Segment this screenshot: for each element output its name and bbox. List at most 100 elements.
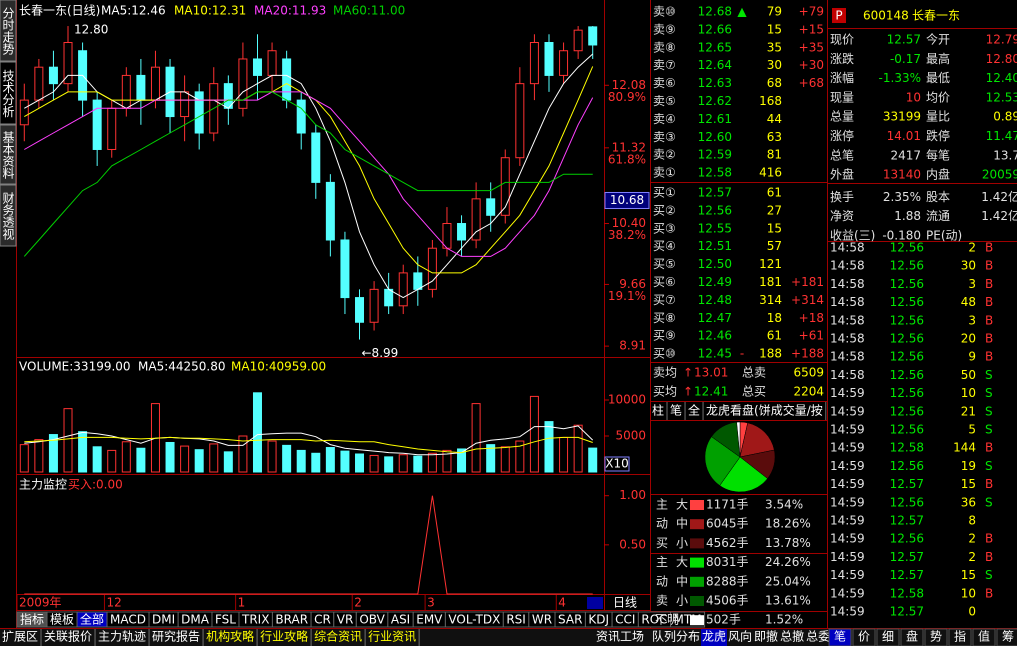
- cursor-price: 10.68: [610, 193, 644, 207]
- order-label: 卖②: [653, 148, 676, 162]
- order-volume: 30: [767, 58, 782, 72]
- side-tab[interactable]: [0, 0, 17, 62]
- bottom-tab-label: 势: [930, 630, 942, 644]
- order-price: 12.49: [698, 275, 732, 289]
- quote-label: 最高: [926, 51, 950, 66]
- pie-slice: [719, 456, 768, 493]
- bottom-tab-label: 值: [978, 629, 990, 644]
- side-tab[interactable]: [0, 124, 17, 185]
- order-price: 12.64: [698, 58, 732, 72]
- bottom-tab[interactable]: [651, 629, 702, 646]
- pie-percent: 13.78%: [765, 536, 811, 550]
- bottom-tab[interactable]: [972, 628, 996, 646]
- bottom-tab[interactable]: [701, 629, 728, 646]
- quote-label: 均价: [926, 90, 950, 104]
- volume-bar: [209, 443, 219, 473]
- order-change: +79: [799, 5, 824, 19]
- candle-body: [398, 272, 408, 307]
- monitor-legend: 买入:0.00: [68, 478, 123, 492]
- tick-side: B: [985, 241, 993, 255]
- candle-body: [427, 247, 437, 290]
- tick-side: B: [985, 441, 993, 455]
- tick-price: 12.57: [890, 550, 924, 564]
- candle-body: [238, 58, 248, 109]
- order-label: 卖⑥: [653, 76, 676, 90]
- candle-body: [325, 181, 335, 241]
- quote-label: 现价: [830, 33, 854, 47]
- tick-price: 12.56: [890, 423, 924, 437]
- tick-volume: 3: [968, 277, 976, 291]
- tick-volume: 50: [961, 368, 976, 382]
- candle-body: [369, 288, 379, 323]
- side-tab-label: 分时走势: [1, 7, 15, 55]
- bottom-tab[interactable]: [924, 628, 948, 646]
- volume-bar: [384, 456, 394, 473]
- footer-tab: 机构攻略: [206, 629, 254, 644]
- summary-total: 2204: [793, 385, 824, 399]
- candle-body: [544, 42, 554, 76]
- order-volume: 61: [767, 329, 782, 343]
- tick-price: 12.56: [890, 350, 924, 364]
- tick-side: S: [985, 568, 993, 582]
- volume-bar: [311, 452, 321, 473]
- tick-volume: 0: [968, 605, 976, 619]
- quote-value: 20059: [982, 168, 1017, 182]
- pie-group: 主: [656, 555, 668, 569]
- bottom-tab[interactable]: [948, 628, 972, 646]
- tick-time: 14:58: [830, 241, 865, 255]
- volume-bar: [78, 431, 88, 473]
- order-change: +30: [799, 58, 824, 72]
- bottom-tab[interactable]: [779, 629, 806, 646]
- index-tab-label: OBV: [359, 613, 385, 627]
- candle-body: [384, 288, 394, 307]
- order-flag: ▲: [737, 5, 747, 19]
- quote-label: 涨停: [830, 128, 854, 143]
- quote-label: 总笔: [830, 147, 854, 162]
- legend-entry: MA20:11.93: [254, 4, 326, 18]
- order-volume: 57: [767, 239, 782, 253]
- bottom-tab[interactable]: [727, 629, 754, 646]
- order-label: 买①: [653, 186, 676, 200]
- candle-body: [311, 132, 321, 183]
- x-tick-label: 1: [238, 596, 246, 610]
- quote-label: 最低: [926, 71, 950, 85]
- bottom-tab[interactable]: [828, 628, 852, 646]
- pie-volume: 1171手: [706, 498, 749, 512]
- volume-bar: [457, 448, 467, 473]
- pie-size: 中: [676, 573, 688, 588]
- y-tick-label: 10000: [608, 393, 646, 407]
- chart-title: 长春一东(日线): [19, 4, 100, 18]
- quote-label: 内盘: [926, 167, 950, 182]
- order-price: 12.59: [698, 148, 732, 162]
- tick-side: S: [985, 386, 993, 400]
- volume-bar: [325, 447, 335, 473]
- tick-volume: 20: [961, 332, 976, 346]
- quote-value: 0.89: [993, 110, 1017, 124]
- bottom-tab[interactable]: [852, 628, 876, 646]
- tick-time: 14:59: [830, 404, 865, 418]
- order-price: 12.45: [698, 347, 732, 361]
- volume-bar: [486, 444, 496, 473]
- volume-bar: [340, 450, 350, 473]
- side-tab[interactable]: [0, 61, 17, 125]
- index-tab-label: MACD: [110, 613, 146, 627]
- tick-side: S: [985, 368, 993, 382]
- pie-group: 动: [656, 517, 668, 531]
- volume-bar: [34, 439, 44, 473]
- bottom-tab[interactable]: [900, 628, 924, 646]
- x-tick-label: 3: [427, 596, 435, 610]
- candle-body: [413, 272, 423, 290]
- bottom-tab[interactable]: [753, 629, 780, 646]
- order-volume: 121: [759, 257, 782, 271]
- side-tab[interactable]: [0, 184, 17, 247]
- order-label: 买⑥: [653, 275, 676, 289]
- volume-title: VOLUME:33199.00: [19, 360, 131, 374]
- pie-swatch: [690, 500, 704, 510]
- tick-time: 14:58: [830, 277, 865, 291]
- order-volume: 416: [759, 166, 782, 180]
- bottom-tab[interactable]: [996, 628, 1017, 646]
- bottom-tab[interactable]: [876, 628, 900, 646]
- bottom-tab[interactable]: [805, 629, 832, 646]
- candle-body: [588, 26, 598, 46]
